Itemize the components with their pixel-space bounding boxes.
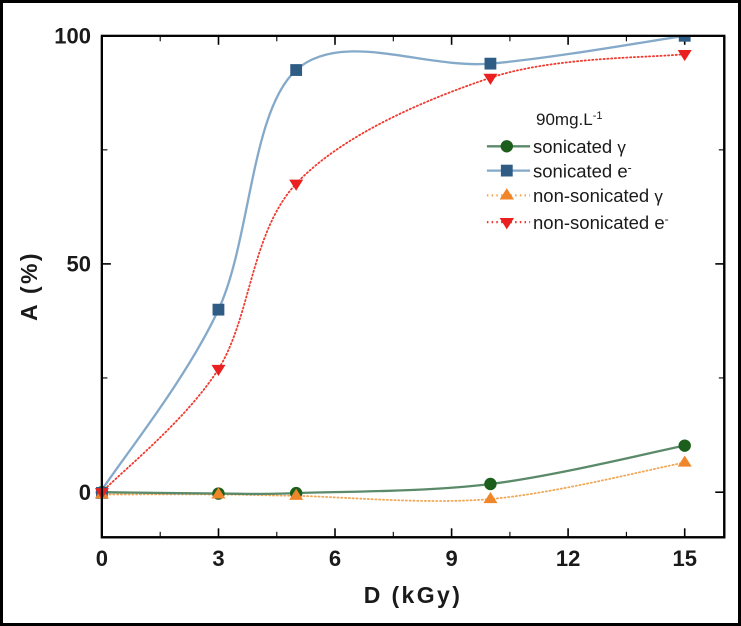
- svg-text:15: 15: [672, 546, 696, 571]
- svg-text:non-sonicated γ: non-sonicated γ: [533, 185, 663, 206]
- svg-text:0: 0: [79, 480, 91, 505]
- svg-text:non-sonicated e-: non-sonicated e-: [533, 212, 669, 233]
- svg-text:90mg.L-1: 90mg.L-1: [536, 110, 602, 129]
- svg-text:12: 12: [556, 546, 580, 571]
- svg-text:3: 3: [212, 546, 224, 571]
- svg-text:sonicated γ: sonicated γ: [533, 136, 626, 157]
- svg-text:9: 9: [445, 546, 457, 571]
- svg-text:6: 6: [329, 546, 341, 571]
- svg-text:D (kGy): D (kGy): [364, 582, 463, 608]
- svg-text:sonicated e-: sonicated e-: [533, 161, 632, 182]
- svg-text:A (%): A (%): [16, 251, 42, 321]
- svg-text:100: 100: [54, 24, 91, 49]
- svg-text:50: 50: [67, 252, 91, 277]
- svg-text:0: 0: [96, 546, 108, 571]
